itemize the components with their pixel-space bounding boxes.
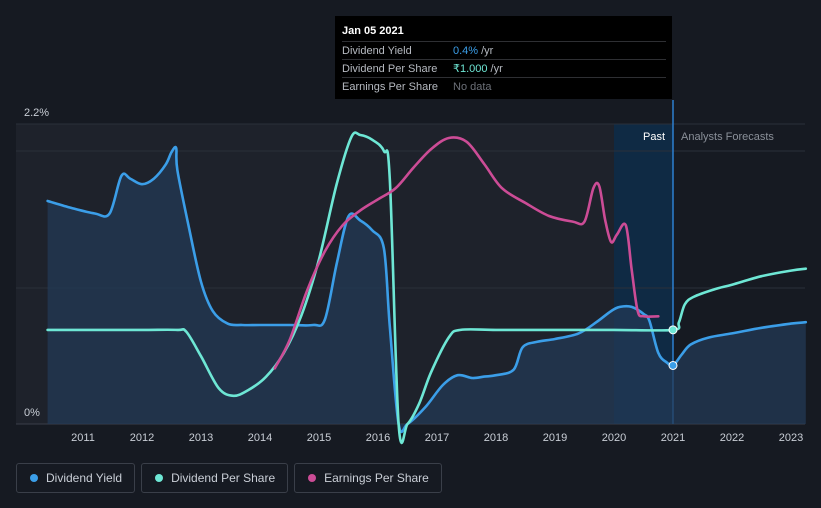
forecast-label: Analysts Forecasts bbox=[681, 131, 774, 143]
series-line-dividend-per-share bbox=[46, 131, 808, 444]
x-tick-label: 2019 bbox=[543, 432, 567, 444]
legend-item-dividend-per-share[interactable]: Dividend Per Share bbox=[141, 463, 289, 493]
axis-labels: 2011 2012 2013 2014 2015 2016 2017 2018 2019 2020… bbox=[24, 107, 803, 444]
series-area-dividend-yield bbox=[47, 146, 806, 432]
x-tick-label: 2020 bbox=[602, 432, 626, 444]
legend-item-dividend-yield[interactable]: Dividend Yield bbox=[16, 463, 136, 493]
x-tick-label: 2011 bbox=[71, 432, 95, 444]
tooltip-label: Dividend Per Share bbox=[342, 62, 438, 75]
x-tick-label: 2013 bbox=[189, 432, 213, 444]
tooltip-date: Jan 05 2021 bbox=[342, 25, 404, 37]
legend-dot-icon bbox=[155, 474, 164, 482]
x-tick-label: 2017 bbox=[425, 432, 449, 444]
tooltip-row-dividend-per-share: Dividend Per Share ₹1.000 /yr bbox=[342, 59, 666, 77]
legend: Dividend Yield Dividend Per Share Earnin… bbox=[16, 463, 442, 493]
y-tick-label: 2.2% bbox=[24, 107, 49, 119]
x-tick-label: 2021 bbox=[661, 432, 685, 444]
hover-markers bbox=[668, 325, 678, 370]
tooltip-label: Earnings Per Share bbox=[342, 80, 438, 93]
x-tick-label: 2016 bbox=[366, 432, 390, 444]
tooltip-value: ₹1.000 bbox=[453, 63, 488, 75]
legend-label: Dividend Per Share bbox=[171, 471, 276, 485]
legend-item-earnings-per-share[interactable]: Earnings Per Share bbox=[294, 463, 442, 493]
marker-dividend-per-share bbox=[668, 325, 678, 335]
series-line-earnings-per-share bbox=[273, 136, 660, 370]
y-tick-label: 0% bbox=[24, 407, 40, 419]
legend-label: Dividend Yield bbox=[46, 471, 123, 485]
tooltip-value: No data bbox=[453, 80, 492, 93]
series-line-dividend-yield bbox=[46, 145, 808, 434]
series-layer bbox=[46, 131, 808, 444]
tooltip-unit: /yr bbox=[481, 44, 494, 57]
x-tick-label: 2018 bbox=[484, 432, 508, 444]
tooltip-row-dividend-yield: Dividend Yield 0.4% /yr bbox=[342, 41, 666, 59]
x-tick-label: 2023 bbox=[779, 432, 803, 444]
past-label: Past bbox=[643, 131, 665, 143]
x-tick-label: 2014 bbox=[248, 432, 272, 444]
x-tick-label: 2015 bbox=[307, 432, 331, 444]
x-tick-label: 2022 bbox=[720, 432, 744, 444]
tooltip: Jan 05 2021 Dividend Yield 0.4% /yr Divi… bbox=[335, 16, 672, 99]
legend-dot-icon bbox=[308, 474, 317, 482]
marker-dividend-yield bbox=[668, 360, 678, 370]
x-tick-label: 2012 bbox=[130, 432, 154, 444]
tooltip-label: Dividend Yield bbox=[342, 44, 412, 57]
legend-label: Earnings Per Share bbox=[324, 471, 429, 485]
tooltip-row-earnings-per-share: Earnings Per Share No data bbox=[342, 77, 666, 95]
legend-dot-icon bbox=[30, 474, 38, 482]
tooltip-value: 0.4% bbox=[453, 44, 479, 57]
tooltip-unit: /yr bbox=[490, 62, 503, 75]
